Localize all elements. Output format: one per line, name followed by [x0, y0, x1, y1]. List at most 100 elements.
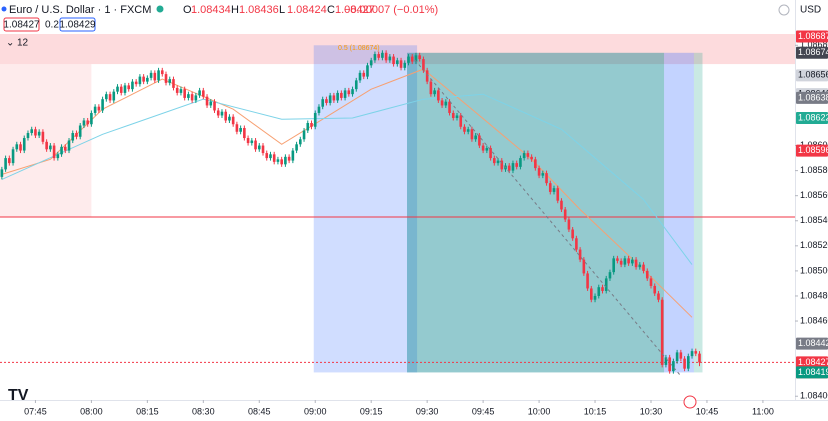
y-tick-label: 1.08560 — [800, 190, 828, 200]
candle-body — [649, 278, 653, 286]
candle-body — [575, 238, 578, 250]
ohlc-value: 1.08424 — [287, 4, 327, 16]
candle-body — [86, 120, 89, 125]
x-tick-label: 10:00 — [528, 406, 551, 416]
price-label-bg — [796, 366, 828, 379]
candle-body — [142, 76, 145, 82]
candle-body — [265, 153, 269, 159]
candle-body — [381, 52, 384, 58]
candle-body — [41, 131, 45, 142]
y-tick-label: 1.08500 — [800, 265, 828, 275]
y-tick-label: 1.08680 — [800, 40, 828, 50]
candle-body — [60, 146, 63, 155]
candle-body — [287, 156, 291, 161]
y-tick-label: 1.08480 — [800, 290, 828, 300]
candle-body — [138, 76, 142, 85]
candle-body — [261, 145, 265, 154]
candle-body — [608, 272, 612, 279]
indicator-count[interactable]: 12 — [17, 38, 29, 49]
candle-body — [369, 60, 373, 66]
candle-body — [377, 54, 380, 58]
candle-body — [698, 353, 701, 363]
moving-average — [1, 93, 693, 265]
candle-body — [0, 169, 4, 177]
icon[interactable] — [778, 4, 790, 16]
candle-body — [280, 159, 283, 165]
x-tick-label: 08:45 — [248, 406, 271, 416]
candle-body — [392, 56, 395, 65]
candle-body — [429, 81, 433, 95]
spread: 0.2 — [45, 20, 59, 31]
price-label: 1.08442 — [798, 338, 828, 348]
candle-body — [451, 112, 455, 118]
candle-body — [388, 56, 392, 61]
candle-body — [299, 139, 302, 145]
x-tick-label: 10:30 — [640, 406, 663, 416]
candle-body — [243, 128, 246, 139]
candle-body — [414, 55, 418, 62]
candle-body — [507, 165, 511, 171]
candle-body — [672, 361, 675, 372]
price-label-bg — [796, 91, 828, 104]
symbol-title[interactable]: Euro / U.S. Dollar · 1 · FXCM — [9, 4, 151, 16]
candle-body — [627, 258, 630, 264]
bid-box[interactable] — [3, 17, 40, 32]
candle-body — [437, 90, 440, 101]
candle-body — [623, 258, 627, 265]
candle-body — [295, 144, 298, 151]
candle-body — [26, 133, 30, 139]
toolbar-icons — [778, 4, 790, 16]
candle-body — [664, 357, 668, 365]
x-tick-label: 08:30 — [192, 406, 215, 416]
candle-body — [105, 94, 108, 100]
x-tick-label: 08:15 — [136, 406, 159, 416]
candle-body — [485, 148, 489, 151]
zone — [0, 64, 92, 218]
candle-body — [478, 135, 481, 146]
candle-body — [239, 128, 242, 132]
candle-body — [619, 260, 623, 265]
candle-body — [358, 72, 362, 81]
event-icon[interactable] — [683, 395, 697, 409]
candle-body — [645, 270, 649, 279]
candle-body — [11, 149, 15, 164]
candle-body — [276, 159, 280, 162]
candle-body — [541, 173, 545, 176]
currency[interactable]: USD — [800, 5, 821, 16]
candle-body — [347, 90, 351, 95]
candle-body — [530, 156, 533, 160]
candle-body — [616, 258, 619, 261]
x-tick-label: 08:00 — [80, 406, 103, 416]
x-tick-label: 10:45 — [696, 406, 719, 416]
candle-body — [172, 79, 175, 88]
y-tick-label: 1.08580 — [800, 165, 828, 175]
bid[interactable]: 1.08427 — [3, 20, 40, 31]
ohlc-key: C — [327, 4, 335, 16]
y-tick-label: 1.08520 — [800, 240, 828, 250]
candle-body — [97, 106, 101, 111]
candle-body — [235, 124, 239, 132]
candle-body — [455, 115, 459, 118]
candle-body — [425, 70, 429, 82]
candle-body — [366, 65, 369, 77]
candle-body — [582, 259, 586, 274]
candle-body — [216, 110, 220, 116]
ask-box[interactable] — [59, 17, 96, 32]
zone — [693, 52, 703, 373]
candle-body — [194, 95, 198, 101]
candle-body — [183, 89, 186, 98]
candle-body — [131, 81, 134, 90]
candle-body — [686, 356, 690, 369]
candle-body — [71, 133, 75, 141]
candle-body — [332, 95, 336, 101]
plot-area — [0, 34, 795, 374]
candle-body — [638, 264, 642, 268]
ask[interactable]: 1.08429 — [59, 20, 96, 31]
candle-body — [396, 60, 399, 65]
candle-body — [63, 146, 67, 151]
candle-body — [153, 72, 157, 81]
indicator-toggle[interactable]: ⌄ — [6, 38, 14, 49]
candle-body — [149, 72, 153, 78]
